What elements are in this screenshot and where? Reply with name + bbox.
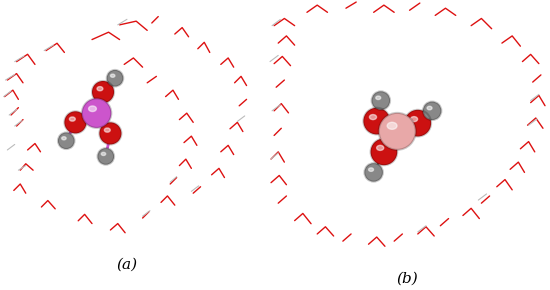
Ellipse shape [111,74,115,77]
Circle shape [404,110,431,137]
Ellipse shape [69,117,75,121]
Circle shape [371,139,397,165]
Ellipse shape [377,145,384,151]
Ellipse shape [104,128,110,132]
Ellipse shape [376,96,381,99]
Circle shape [82,98,111,128]
Circle shape [365,163,383,182]
Circle shape [58,133,74,149]
Circle shape [379,113,416,150]
Ellipse shape [62,137,66,140]
Ellipse shape [101,152,106,155]
Circle shape [423,102,442,120]
Text: (b): (b) [396,272,418,286]
Circle shape [92,81,114,103]
Circle shape [97,148,114,165]
Ellipse shape [370,115,377,119]
Text: (a): (a) [116,258,137,272]
Ellipse shape [368,168,373,171]
Circle shape [107,70,123,86]
Ellipse shape [410,117,417,122]
Ellipse shape [89,106,96,112]
Circle shape [364,108,390,135]
Ellipse shape [387,122,397,129]
Circle shape [100,122,122,144]
Circle shape [372,91,390,110]
Ellipse shape [427,106,432,110]
Circle shape [64,111,86,133]
Ellipse shape [97,87,103,91]
